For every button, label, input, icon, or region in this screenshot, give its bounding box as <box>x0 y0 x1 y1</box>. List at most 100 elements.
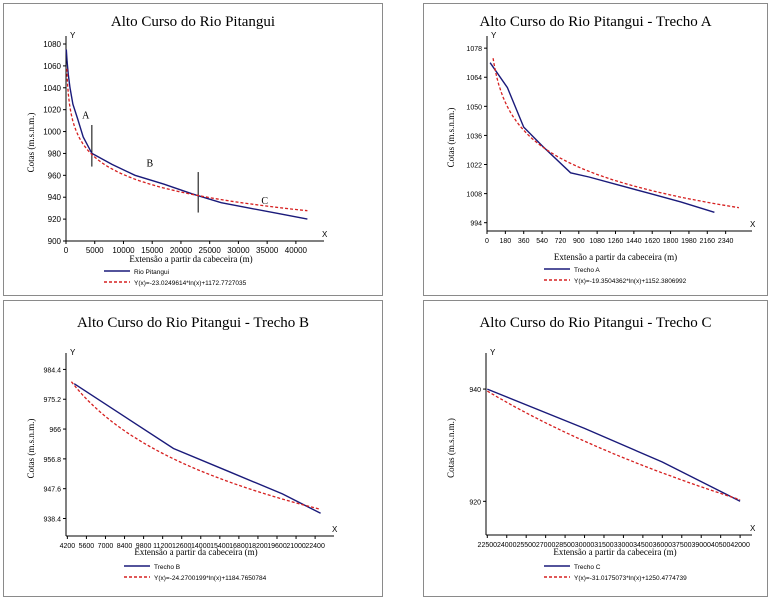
x-tick-label: 22400 <box>305 543 325 550</box>
x-tick-label: 11200 <box>153 543 172 550</box>
y-tick-label: 956.8 <box>43 457 61 464</box>
y-axis-letter: Y <box>70 348 76 357</box>
x-tick-label: 900 <box>573 238 585 245</box>
y-tick-label: 940 <box>48 193 62 202</box>
x-axis-letter: X <box>750 524 756 533</box>
x-tick-label: 20000 <box>170 246 193 255</box>
y-tick-label: 975.2 <box>43 397 61 404</box>
y-tick-label: 994 <box>470 221 482 228</box>
x-axis-label: Extensão a partir da cabeceira (m) <box>553 547 676 557</box>
y-axis-label: Cotas (m.s.n.m.) <box>26 419 36 479</box>
x-tick-label: 27000 <box>536 542 556 549</box>
y-tick-label: 980 <box>48 149 62 158</box>
y-tick-label: 1040 <box>43 84 61 93</box>
fitted-curve-line <box>486 390 741 501</box>
x-tick-label: 2160 <box>699 238 715 245</box>
y-axis-label: Cotas (m.s.n.m.) <box>26 113 36 173</box>
legend-label: Y(x)=-31.0175073*ln(x)+1250.4774739 <box>574 575 687 582</box>
x-tick-label: 1260 <box>608 238 624 245</box>
x-tick-label: 35000 <box>256 246 279 255</box>
x-tick-label: 22500 <box>478 542 498 549</box>
x-tick-label: 25500 <box>516 542 536 549</box>
x-tick-label: 34500 <box>633 542 653 549</box>
y-tick-label: 940 <box>469 387 481 394</box>
y-axis-letter: Y <box>70 31 76 40</box>
x-tick-label: 14000 <box>191 543 211 550</box>
section-annotation: B <box>146 159 153 170</box>
legend-label: Y(x)=-23.0249614*ln(x)+1172.7727035 <box>134 280 247 287</box>
x-axis-letter: X <box>322 230 328 239</box>
x-tick-label: 40500 <box>711 542 731 549</box>
x-tick-label: 5000 <box>86 246 104 255</box>
chart-svg: Alto Curso do Rio Pitangui Y X 900 920 940 960… <box>26 14 328 287</box>
x-tick-label: 12600 <box>172 543 192 550</box>
x-tick-label: 1620 <box>644 238 660 245</box>
x-tick-label: 180 <box>500 238 512 245</box>
legend-label: Rio Pitangui <box>134 269 169 276</box>
x-tick-label: 33000 <box>614 542 634 549</box>
y-axis-letter: Y <box>490 348 496 357</box>
observed-series-line <box>73 383 321 514</box>
x-tick-label: 39000 <box>691 542 711 549</box>
x-tick-label: 5600 <box>79 543 95 550</box>
x-tick-label: 720 <box>555 238 567 245</box>
x-tick-label: 28500 <box>555 542 575 549</box>
x-tick-label: 31500 <box>594 542 614 549</box>
legend-label: Trecho C <box>574 564 601 571</box>
observed-series-line <box>489 62 715 213</box>
x-tick-label: 9800 <box>136 543 152 550</box>
legend-label: Trecho B <box>154 564 180 571</box>
x-axis-label: Extensão a partir da cabeceira (m) <box>554 252 677 262</box>
y-tick-label: 960 <box>48 171 62 180</box>
chart-title: Alto Curso do Rio Pitangui <box>111 14 275 30</box>
x-tick-label: 18200 <box>248 543 268 550</box>
x-tick-label: 15400 <box>210 543 230 550</box>
legend-label: Y(x)=-19.3504362*ln(x)+1152.3806992 <box>574 278 687 285</box>
chart-title: Alto Curso do Rio Pitangui - Trecho C <box>479 315 711 331</box>
x-tick-label: 360 <box>518 238 530 245</box>
y-tick-label: 920 <box>48 215 62 224</box>
chart-panel-trecho-c: Alto Curso do Rio Pitangui - Trecho C Y X 9… <box>423 300 768 597</box>
x-tick-label: 1440 <box>626 238 642 245</box>
y-tick-label: 1036 <box>466 133 482 140</box>
y-axis-letter: Y <box>491 31 497 40</box>
y-tick-label: 938.4 <box>43 517 61 524</box>
legend-label: Trecho A <box>574 267 600 274</box>
chart-title: Alto Curso do Rio Pitangui - Trecho A <box>479 14 711 30</box>
x-tick-label: 15000 <box>141 246 164 255</box>
chart-panel-trecho-b: Alto Curso do Rio Pitangui - Trecho B Y X 9… <box>3 300 383 597</box>
observed-series-line <box>487 388 741 502</box>
chart-svg: Alto Curso do Rio Pitangui - Trecho AY X 9… <box>446 14 756 285</box>
x-tick-label: 1980 <box>681 238 697 245</box>
y-tick-label: 966 <box>49 427 61 434</box>
x-tick-label: 19600 <box>267 543 287 550</box>
x-tick-label: 40000 <box>285 246 308 255</box>
x-tick-label: 10000 <box>112 246 135 255</box>
x-tick-label: 7000 <box>98 543 114 550</box>
x-tick-label: 25000 <box>199 246 222 255</box>
fitted-curve-line <box>492 58 740 209</box>
fitted-curve-line <box>70 381 321 510</box>
y-tick-label: 1008 <box>466 192 482 199</box>
x-tick-label: 8400 <box>117 543 133 550</box>
x-tick-label: 2340 <box>718 238 734 245</box>
y-tick-label: 947.6 <box>43 487 61 494</box>
x-axis-label: Extensão a partir da cabeceira (m) <box>134 547 257 557</box>
y-tick-label: 1064 <box>466 75 482 82</box>
y-tick-label: 1060 <box>43 62 61 71</box>
y-tick-label: 984.4 <box>43 367 61 374</box>
x-tick-label: 42000 <box>730 542 750 549</box>
x-tick-label: 30000 <box>575 542 595 549</box>
x-tick-label: 37500 <box>672 542 692 549</box>
x-tick-label: 24000 <box>497 542 517 549</box>
y-tick-label: 900 <box>48 237 62 246</box>
x-tick-label: 0 <box>64 246 69 255</box>
y-tick-label: 1080 <box>43 40 61 49</box>
chart-svg: Alto Curso do Rio Pitangui - Trecho C Y X 9… <box>446 315 756 582</box>
x-axis-label: Extensão a partir da cabeceira (m) <box>129 254 252 264</box>
x-tick-label: 16800 <box>229 543 249 550</box>
y-axis-label: Cotas (m.s.n.m.) <box>446 108 456 168</box>
x-tick-label: 21000 <box>286 543 306 550</box>
chart-panel-full-course: Alto Curso do Rio Pitangui Y X 900 920 940 960… <box>3 3 383 296</box>
